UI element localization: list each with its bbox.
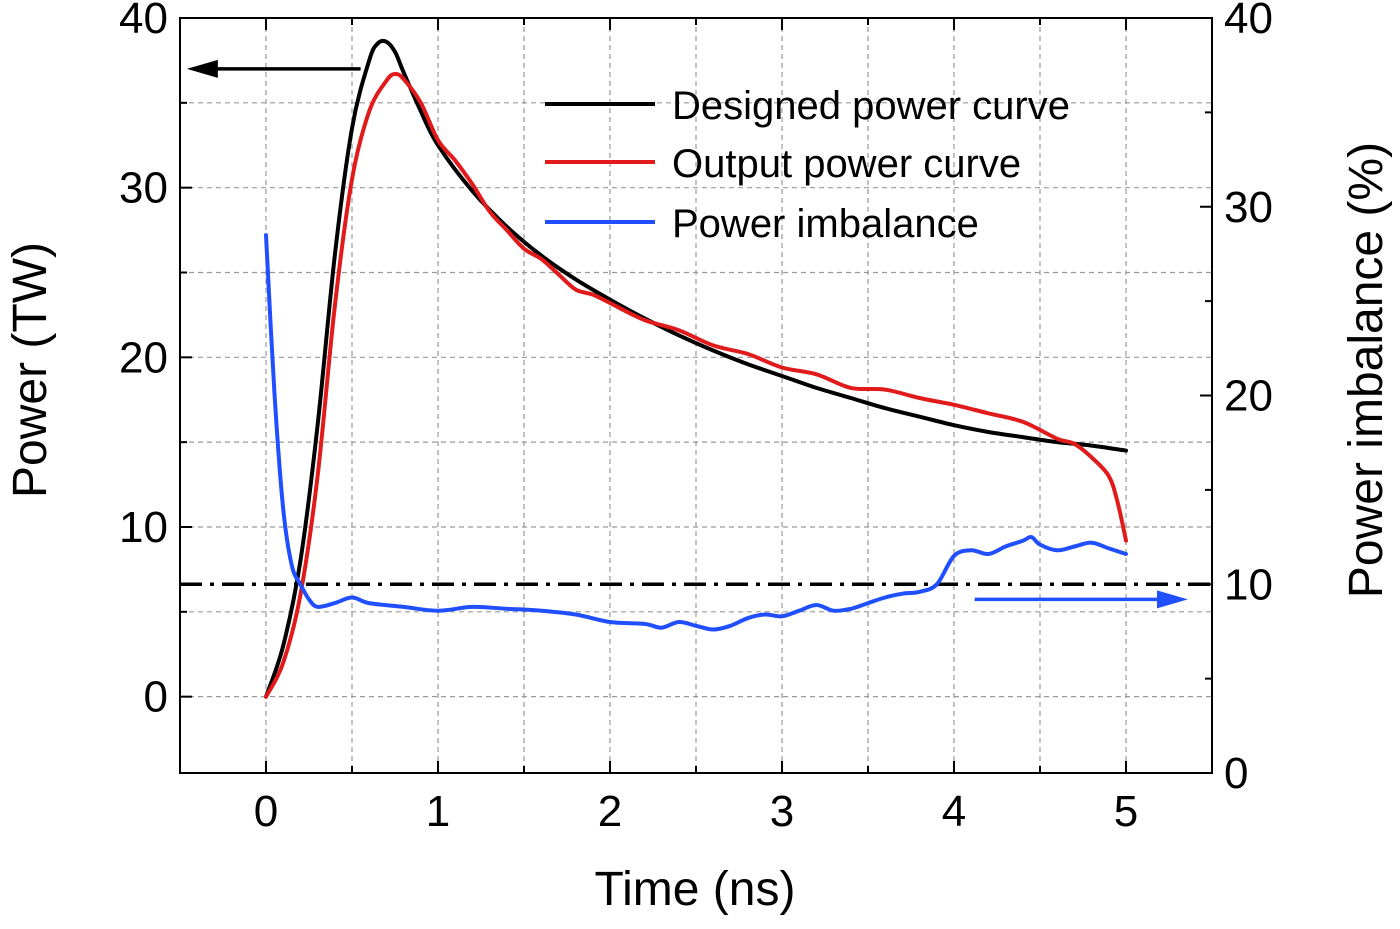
y-right-tick-label: 30 <box>1224 183 1273 232</box>
y-right-tick-label: 20 <box>1224 372 1273 421</box>
x-tick-label: 3 <box>770 787 794 836</box>
series-designed-power <box>264 38 1128 699</box>
x-tick-label: 5 <box>1114 787 1138 836</box>
x-tick-label: 1 <box>426 787 450 836</box>
right-axis-arrow-head <box>1156 590 1188 609</box>
y-left-tick-label: 30 <box>119 164 168 213</box>
axis-ticks <box>179 17 1213 774</box>
y-axis-right-title: Power imbalance (%) <box>1340 142 1393 598</box>
series-power-imbalance <box>264 233 1128 632</box>
x-tick-label: 2 <box>598 787 622 836</box>
legend-label-designed: Designed power curve <box>672 84 1070 128</box>
x-tick-label: 0 <box>254 787 278 836</box>
series-layer <box>264 38 1128 699</box>
x-axis-title: Time (ns) <box>595 863 796 916</box>
y-left-tick-label: 40 <box>119 0 168 43</box>
x-tick-label: 4 <box>942 787 966 836</box>
arrow-layer <box>186 59 1188 609</box>
y-right-tick-label: 40 <box>1224 0 1273 43</box>
legend-label-imbalance: Power imbalance <box>672 202 979 246</box>
y-left-tick-label: 0 <box>144 673 168 722</box>
series-output-power <box>264 71 1128 699</box>
legend-label-output: Output power curve <box>672 142 1021 186</box>
y-left-tick-label: 20 <box>119 333 168 382</box>
grid <box>180 17 1212 773</box>
left-axis-arrow-head <box>186 59 218 78</box>
y-right-tick-label: 10 <box>1224 560 1273 609</box>
tick-labels: 0 1 2 3 4 5 0 10 20 30 40 0 10 20 30 40 <box>119 0 1273 836</box>
y-right-tick-label: 0 <box>1224 749 1248 798</box>
y-left-tick-label: 10 <box>119 503 168 552</box>
legend: Designed power curve Output power curve … <box>545 84 1070 246</box>
y-axis-left-title: Power (TW) <box>4 242 57 498</box>
